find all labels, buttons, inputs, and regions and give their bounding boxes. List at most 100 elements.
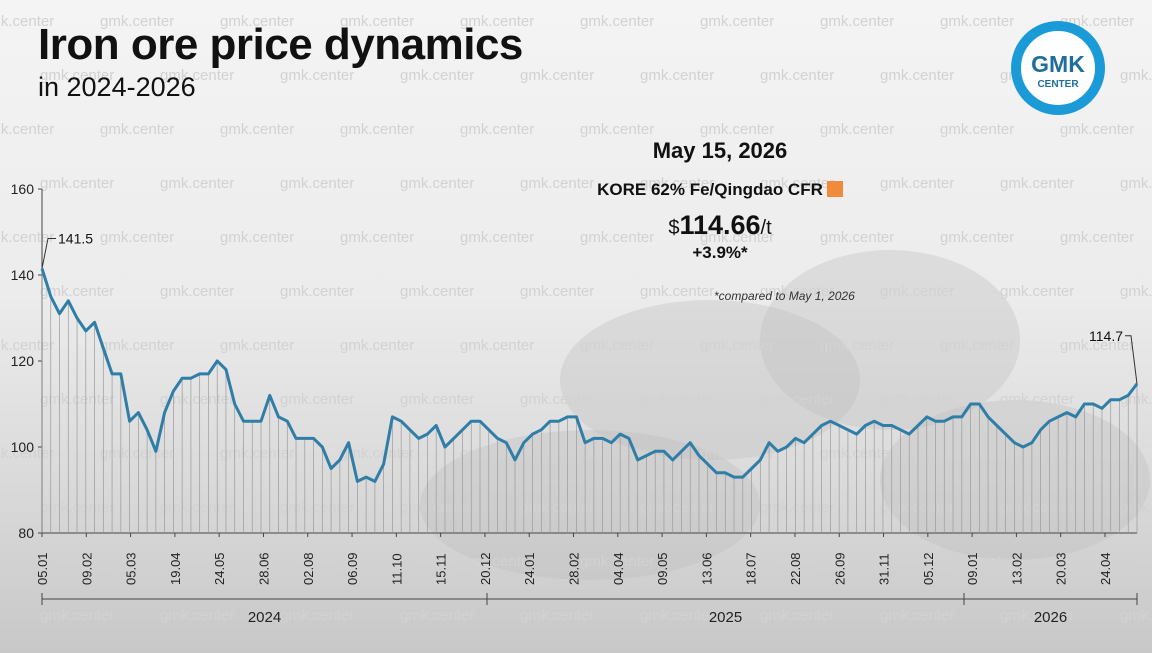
- watermark-text: gmk.center: [940, 121, 1014, 138]
- watermark-text: gmk.center: [820, 553, 894, 570]
- watermark-text: gmk.center: [1120, 175, 1152, 192]
- x-tick-label: 24.01: [522, 552, 537, 585]
- watermark-text: gmk.center: [520, 67, 594, 84]
- watermark-text: gmk.center: [1000, 175, 1074, 192]
- y-axis: 80 100 120 140 160: [11, 181, 1137, 541]
- x-tick-label: 04.04: [611, 552, 626, 585]
- watermark-text: gmk.center: [40, 607, 114, 624]
- x-tick-label: 05.12: [921, 552, 936, 585]
- watermark-text: gmk.center: [220, 445, 294, 462]
- watermark-text: gmk.center: [1000, 499, 1074, 516]
- watermark-text: gmk.center: [0, 13, 54, 30]
- x-tick-label: 05.01: [35, 552, 50, 585]
- watermark-text: gmk.center: [280, 607, 354, 624]
- watermark-text: gmk.center: [280, 499, 354, 516]
- watermark-text: gmk.center: [40, 175, 114, 192]
- watermark-text: gmk.center: [760, 67, 834, 84]
- x-tick-label: 11.10: [389, 553, 404, 585]
- watermark-text: gmk.center: [1060, 553, 1134, 570]
- watermark-text: gmk.center: [400, 499, 474, 516]
- watermark-text: gmk.center: [1120, 607, 1152, 624]
- watermark-text: gmk.center: [820, 337, 894, 354]
- x-tick-label: 09.02: [79, 552, 94, 585]
- watermark-text: gmk.center: [700, 121, 774, 138]
- watermark-text: gmk.center: [760, 607, 834, 624]
- watermark-text: gmk.center: [1000, 283, 1074, 300]
- watermark-text: gmk.center: [580, 229, 654, 246]
- watermark-text: gmk.center: [460, 337, 534, 354]
- logo-text-bottom: CENTER: [1037, 79, 1079, 90]
- x-tick-label: 09.01: [965, 552, 980, 585]
- x-tick-label: 20.12: [478, 552, 493, 585]
- watermark-text: gmk.center: [460, 229, 534, 246]
- page-subtitle: in 2024-2026: [38, 72, 196, 102]
- watermark-text: gmk.center: [640, 283, 714, 300]
- x-tick-label: 05.03: [124, 552, 139, 585]
- watermark-text: gmk.center: [160, 607, 234, 624]
- watermark-text: gmk.center: [220, 553, 294, 570]
- bg-rock: [560, 300, 860, 460]
- first-value-label: 141.5: [58, 231, 93, 247]
- watermark-text: gmk.center: [400, 67, 474, 84]
- orange-square-icon: [826, 181, 843, 197]
- watermark-text: gmk.center: [340, 337, 414, 354]
- watermark-text: gmk.center: [760, 391, 834, 408]
- watermark-text: gmk.center: [940, 337, 1014, 354]
- watermark-text: gmk.center: [820, 445, 894, 462]
- info-change: +3.9%*: [692, 243, 748, 262]
- watermark-text: gmk.center: [700, 445, 774, 462]
- watermark-text: gmk.center: [580, 445, 654, 462]
- watermark-text: gmk.center: [0, 229, 54, 246]
- watermark-text: gmk.center: [820, 229, 894, 246]
- watermark-text: gmk.center: [1060, 121, 1134, 138]
- watermark-text: gmk.center: [700, 229, 774, 246]
- price-line: [40, 268, 1139, 483]
- x-tick-label: 09.05: [655, 552, 670, 585]
- x-tick-label: 28.02: [567, 552, 582, 585]
- x-tick-label: 06.09: [345, 552, 360, 585]
- annotations: 141.5 114.7: [41, 231, 1138, 384]
- watermark-text: gmk.center: [0, 337, 54, 354]
- x-tick-label: 15.11: [434, 553, 449, 585]
- info-index: KORE 62% Fe/Qingdao CFR: [520, 180, 920, 200]
- x-tick-label: 13.06: [699, 552, 714, 585]
- x-tick-label: 28.06: [256, 552, 271, 585]
- watermark-text: gmk.center: [280, 67, 354, 84]
- watermark-text: gmk.center: [400, 391, 474, 408]
- year-label: 2025: [709, 609, 742, 626]
- watermark-text: gmk.center: [1120, 283, 1152, 300]
- watermark-text: gmk.center: [880, 391, 954, 408]
- watermark-text: gmk.center: [820, 121, 894, 138]
- watermark-text: gmk.center: [820, 13, 894, 30]
- watermark-text: gmk.center: [100, 229, 174, 246]
- x-tick-label: 31.11: [877, 553, 892, 585]
- x-tick-label: 20.03: [1054, 552, 1069, 585]
- y-tick-label: 120: [11, 353, 35, 369]
- price-value: 114.66: [679, 210, 761, 240]
- watermark-text: gmk.center: [220, 121, 294, 138]
- price-unit: /t: [760, 217, 772, 239]
- watermark-text: gmk.center: [640, 607, 714, 624]
- watermark-text: gmk.center: [520, 607, 594, 624]
- watermark-text: gmk.center: [160, 283, 234, 300]
- watermark-text: gmk.center: [520, 391, 594, 408]
- watermark-text: gmk.center: [760, 499, 834, 516]
- logo-text-top: GMK: [1031, 51, 1085, 77]
- watermark-text: gmk.center: [280, 175, 354, 192]
- watermark-text: gmk.center: [880, 499, 954, 516]
- watermark-text: gmk.center: [100, 445, 174, 462]
- y-tick-label: 80: [18, 525, 34, 541]
- watermark-text: gmk.center: [580, 121, 654, 138]
- watermark-text: gmk.center: [340, 229, 414, 246]
- first-value-leader: [41, 238, 56, 269]
- watermark-text: gmk.center: [400, 175, 474, 192]
- watermark-text: gmk.center: [640, 391, 714, 408]
- watermark-text: gmk.center: [1120, 499, 1152, 516]
- watermark-text: gmk.center: [160, 499, 234, 516]
- gmk-logo: GMK CENTER: [1011, 21, 1105, 115]
- watermark-text: gmk.center: [100, 553, 174, 570]
- watermark-text: gmk.center: [1000, 607, 1074, 624]
- watermark-text: gmk.center: [0, 121, 54, 138]
- watermark-text: gmk.center: [400, 283, 474, 300]
- info-note: *compared to May 1, 2026: [714, 289, 855, 303]
